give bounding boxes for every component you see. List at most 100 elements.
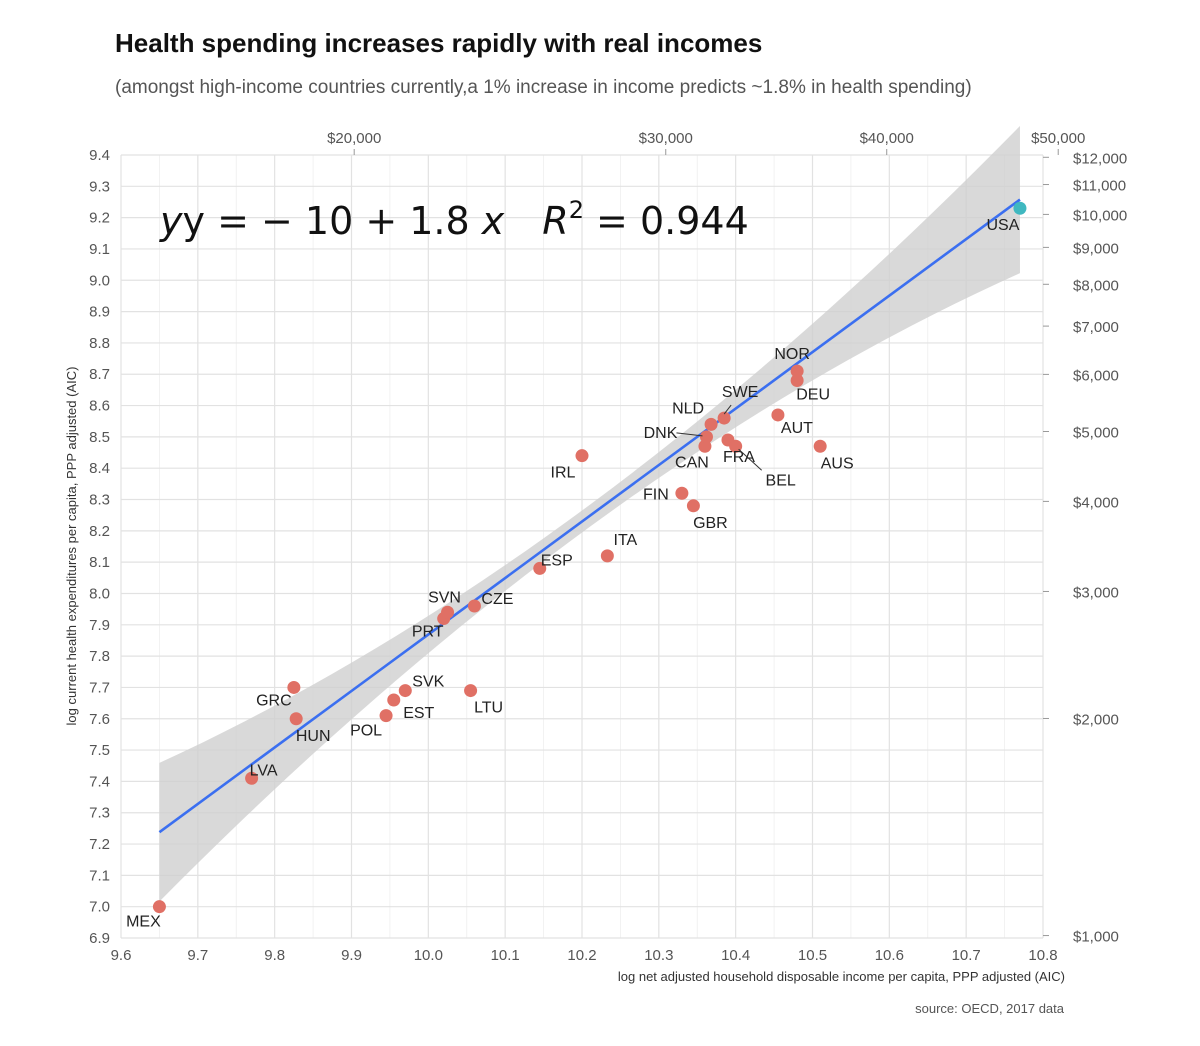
eq-body: y = − 10 + 1.8: [183, 199, 482, 243]
axes-layer: 9.6 9.7 9.8 9.9 10.0 10.1 10.2 10.3 10.4 10.5 10.6…: [89, 130, 1127, 964]
label-deu: DEU: [796, 387, 830, 404]
label-nld: NLD: [672, 400, 704, 417]
point-grc: [287, 680, 301, 694]
x-tick-label: 9.9: [341, 947, 362, 964]
label-est: EST: [403, 705, 434, 722]
leader-swe: [723, 404, 732, 415]
label-lva: LVA: [250, 762, 278, 779]
label-nor: NOR: [774, 346, 810, 363]
y-tick-label: 8.4: [89, 460, 110, 477]
x-tick-label: 10.1: [491, 947, 520, 964]
point-lva: [245, 771, 259, 785]
point-aus: [813, 439, 827, 453]
y-tick-label: 7.3: [89, 805, 110, 822]
label-ltu: LTU: [474, 700, 503, 717]
y-tick-label: 9.1: [89, 241, 110, 258]
x-tick-label: 10.8: [1028, 947, 1057, 964]
y-tick-label: 8.7: [89, 366, 110, 383]
y-tick-label: 9.4: [89, 147, 110, 164]
top-axis-label: $40,000: [860, 130, 914, 147]
y-tick-label: 7.8: [89, 648, 110, 665]
eq-x: x: [481, 199, 505, 243]
label-ita: ITA: [614, 532, 638, 549]
y-tick-label: 9.2: [89, 210, 110, 227]
fit-line-layer: [158, 198, 1021, 834]
point-esp: [533, 561, 547, 575]
x-tick-label: 9.8: [264, 947, 285, 964]
points-layer: [152, 201, 1027, 914]
right-axis-label: $11,000: [1073, 178, 1126, 195]
label-prt: PRT: [412, 624, 444, 641]
y-tick-label: 8.0: [89, 585, 110, 602]
label-usa: USA: [986, 217, 1019, 234]
right-axis-label: $8,000: [1073, 277, 1119, 294]
eq-r: R: [542, 199, 568, 243]
source-note: source: OECD, 2017 data: [915, 1001, 1064, 1016]
y-tick-label: 8.3: [89, 492, 110, 509]
point-dnk: [699, 430, 713, 444]
label-esp: ESP: [541, 552, 573, 569]
label-svk: SVK: [412, 674, 444, 691]
y-tick-label: 8.1: [89, 554, 110, 571]
label-mex: MEX: [126, 914, 161, 931]
point-gbr: [686, 499, 700, 513]
right-axis-label: $2,000: [1073, 711, 1119, 728]
right-axis-label: $5,000: [1073, 424, 1119, 441]
point-fin: [675, 486, 689, 500]
label-can: CAN: [675, 454, 709, 471]
right-axis-label: $6,000: [1073, 367, 1119, 384]
x-tick-label: 10.5: [798, 947, 827, 964]
y-tick-label: 8.6: [89, 398, 110, 415]
x-tick-label: 10.0: [414, 947, 443, 964]
point-ita: [600, 549, 614, 563]
label-swe: SWE: [722, 384, 758, 401]
confidence-band-layer: [159, 125, 1020, 902]
y-tick-label: 8.5: [89, 429, 110, 446]
point-est: [387, 693, 401, 707]
x-tick-label: 10.2: [567, 947, 596, 964]
leader-bel: [738, 448, 763, 471]
label-bel: BEL: [766, 472, 796, 489]
label-aus: AUS: [821, 455, 854, 472]
right-axis-label: $1,000: [1073, 929, 1119, 946]
point-pol: [379, 709, 393, 723]
y-tick-label: 6.9: [89, 930, 110, 947]
right-axis-label: $7,000: [1073, 319, 1119, 336]
point-irl: [575, 449, 589, 463]
y-axis-label: log current health expenditures per capi…: [64, 367, 79, 726]
y-tick-label: 7.5: [89, 742, 110, 759]
point-mex: [152, 900, 166, 914]
label-fin: FIN: [643, 486, 669, 503]
point-nld: [704, 417, 718, 431]
y-tick-label: 9.3: [89, 178, 110, 195]
x-tick-label: 10.4: [721, 947, 750, 964]
y-tick-label: 7.1: [89, 867, 110, 884]
label-pol: POL: [350, 723, 382, 740]
label-grc: GRC: [256, 692, 292, 709]
label-dnk: DNK: [644, 425, 678, 442]
y-tick-label: 8.2: [89, 523, 110, 540]
right-axis-label: $9,000: [1073, 240, 1119, 257]
y-tick-label: 8.8: [89, 335, 110, 352]
x-tick-label: 9.7: [187, 947, 208, 964]
right-axis-label: $12,000: [1073, 150, 1127, 167]
x-tick-label: 10.7: [952, 947, 981, 964]
point-aut: [771, 408, 785, 422]
point-svk: [398, 684, 412, 698]
point-cze: [467, 599, 481, 613]
point-swe: [717, 411, 731, 425]
point-svn: [441, 605, 455, 619]
chart-title: Health spending increases rapidly with r…: [115, 28, 763, 58]
leader-dnk: [676, 432, 703, 437]
label-svn: SVN: [428, 589, 461, 606]
eq-y: y: [159, 199, 183, 243]
point-ltu: [464, 684, 478, 698]
regression-line: [158, 198, 1021, 834]
y-tick-label: 7.7: [89, 679, 110, 696]
confidence-band: [159, 125, 1020, 902]
y-tick-label: 7.9: [89, 617, 110, 634]
x-axis-label: log net adjusted household disposable in…: [618, 969, 1065, 984]
x-tick-label: 9.6: [111, 947, 132, 964]
chart-subtitle: (amongst high-income countries currently…: [115, 77, 972, 98]
